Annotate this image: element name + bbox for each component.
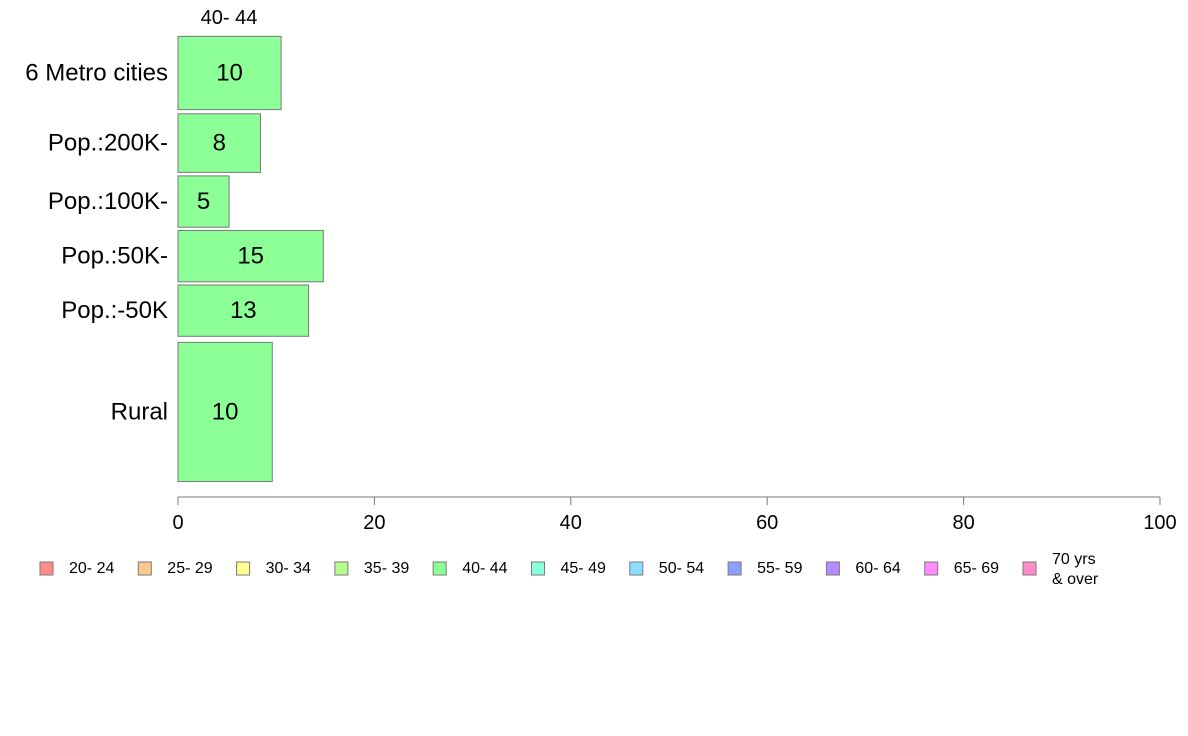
category-label-6-metro-cities: 6 Metro cities	[25, 59, 168, 86]
value-label-pop-200k: 8	[213, 130, 226, 157]
legend-label-50-54: 50- 54	[659, 560, 704, 577]
value-label-pop-50k: 13	[230, 297, 257, 324]
legend-label-55-59: 55- 59	[757, 560, 802, 577]
legend-swatch-55-59	[727, 561, 742, 576]
legend-label-35-39: 35- 39	[364, 560, 409, 577]
legend-label-70-yrs-over: 70 yrs & over	[1052, 551, 1099, 588]
x-tick-label-20: 20	[363, 512, 385, 534]
bar-6-metro-cities	[177, 35, 282, 111]
bar-pop-100k	[177, 175, 230, 228]
category-label-pop-50k: Pop.:50K-	[61, 243, 168, 270]
legend-swatch-40-44	[432, 561, 447, 576]
x-tick-label-40: 40	[560, 512, 582, 534]
legend-swatch-20-24	[39, 561, 54, 576]
category-labels: 6 Metro cities Pop.:200K- Pop.:100K- Pop.:5…	[25, 59, 168, 425]
legend-swatch-45-49	[531, 561, 545, 576]
bar-pop-200k	[177, 113, 261, 173]
legend-swatch-65-69	[924, 561, 939, 576]
legend-swatch-25-29	[137, 561, 152, 576]
category-label-pop-200k: Pop.:200K-	[48, 130, 168, 157]
x-tick-label-60: 60	[756, 512, 778, 534]
bar-group	[177, 35, 324, 483]
legend-label-40-44: 40- 44	[462, 560, 507, 577]
legend-label-30-34: 30- 34	[266, 560, 311, 577]
x-tick-label-100: 100	[1143, 512, 1176, 534]
legend-label-60-64: 60- 64	[855, 560, 900, 577]
value-label-rural: 10	[212, 398, 239, 425]
value-label-6-metro-cities: 10	[216, 59, 243, 86]
value-label-pop-50k: 15	[237, 243, 264, 270]
legend: 20- 24 25- 29 30- 34 35- 39 40- 44 45- 49 50- …	[39, 551, 1099, 588]
series-title: 40- 44	[201, 7, 258, 29]
category-label-rural: Rural	[111, 398, 168, 425]
legend-label-20-24: 20- 24	[69, 560, 114, 577]
legend-swatch-50-54	[629, 561, 644, 576]
bar-rural	[177, 341, 273, 483]
bar-pop-50k	[177, 284, 310, 337]
bar-pop-50k	[177, 229, 324, 283]
x-axis: 0 20 40 60 80 100	[172, 496, 1177, 534]
legend-label-45-49: 45- 49	[561, 560, 606, 577]
x-tick-label-80: 80	[952, 512, 974, 534]
legend-label-65-69: 65- 69	[954, 560, 999, 577]
legend-swatch-30-34	[236, 561, 251, 576]
category-label-pop-100k: Pop.:100K-	[48, 188, 168, 215]
legend-swatch-60-64	[825, 561, 840, 576]
legend-swatch-70-yrs-over	[1022, 561, 1037, 576]
x-tick-label-0: 0	[172, 512, 183, 534]
value-labels: 10 8 5 15 13 10	[197, 59, 264, 425]
legend-label-25-29: 25- 29	[167, 560, 212, 577]
value-label-pop-100k: 5	[197, 188, 210, 215]
legend-swatch-35-39	[334, 561, 349, 576]
category-label-pop-50k: Pop.:-50K	[61, 297, 168, 324]
